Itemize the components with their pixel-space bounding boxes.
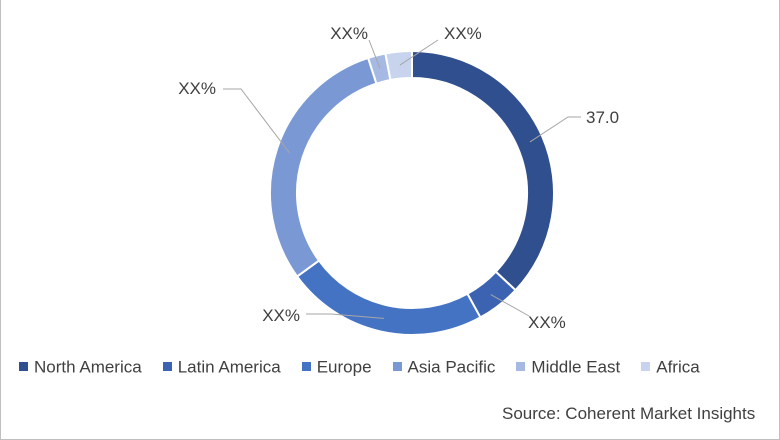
donut-slice-africa	[385, 51, 412, 80]
legend-swatch	[19, 362, 28, 371]
legend-label: Asia Pacific	[408, 358, 496, 377]
data-label: XX%	[444, 24, 482, 43]
legend-item: Asia Pacific	[393, 357, 496, 378]
legend-label: North America	[34, 358, 142, 377]
legend-swatch	[302, 362, 311, 371]
legend-label: Europe	[317, 358, 372, 377]
legend-label: Middle East	[531, 358, 620, 377]
data-label: XX%	[528, 313, 566, 332]
legend-item: North America	[19, 357, 142, 378]
legend-swatch	[393, 362, 402, 371]
legend-item: Middle East	[516, 357, 620, 378]
legend-swatch	[641, 362, 650, 371]
source-note: Source: Coherent Market Insights	[502, 404, 755, 424]
legend-swatch	[516, 362, 525, 371]
legend-item: Latin America	[163, 357, 281, 378]
legend-item: Africa	[641, 357, 699, 378]
data-label: 37.0	[586, 108, 619, 127]
donut-slice-europe	[297, 261, 480, 335]
donut-slice-asia-pacific	[270, 58, 376, 277]
data-label: XX%	[178, 79, 216, 98]
legend-label: Latin America	[178, 358, 281, 377]
data-label: XX%	[262, 306, 300, 325]
legend-item: Europe	[302, 357, 372, 378]
donut-slice-north-america	[412, 51, 554, 290]
legend-label: Africa	[656, 358, 699, 377]
legend-swatch	[163, 362, 172, 371]
chart-legend: North America Latin America Europe Asia Pac…	[19, 357, 721, 381]
data-label: XX%	[330, 24, 368, 43]
